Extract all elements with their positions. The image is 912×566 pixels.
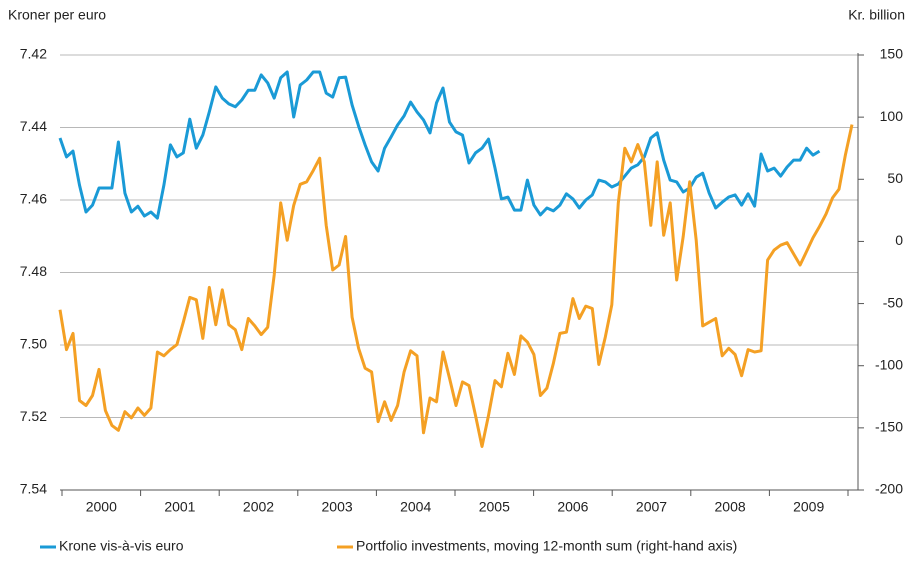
x-tick-label: 2003 [322,499,353,515]
y2-tick-label: -100 [875,356,903,372]
x-tick-label: 2000 [86,499,117,515]
x-tick-label: 2001 [164,499,195,515]
y-tick-label: 7.50 [20,336,47,352]
y-tick-label: 7.46 [20,191,47,207]
series-line [58,124,854,448]
legend-label: Portfolio investments, moving 12-month s… [356,538,737,554]
series-line [58,70,821,220]
x-tick-label: 2005 [479,499,510,515]
x-tick-label: 2004 [400,499,431,515]
y-tick-label: 7.52 [20,408,47,424]
x-tick-label: 2007 [636,499,667,515]
x-tick-label: 2002 [243,499,274,515]
y2-tick-label: -200 [875,481,903,497]
x-tick-label: 2006 [557,499,588,515]
y-axis-title: Kroner per euro [8,7,106,23]
x-tick-label: 2009 [793,499,824,515]
y-tick-label: 7.48 [20,263,47,279]
y-tick-label: 7.42 [20,46,47,62]
y-tick-label: 7.54 [20,481,47,497]
y2-tick-label: 100 [880,108,904,124]
x-tick-label: 2008 [715,499,746,515]
y2-tick-label: -150 [875,419,903,435]
y2-tick-label: 0 [895,232,903,248]
y2-tick-label: -50 [883,294,903,310]
y2-axis-title: Kr. billion [848,7,905,23]
y2-tick-label: 150 [880,46,904,62]
y2-tick-label: 50 [887,170,903,186]
legend-label: Krone vis-à-vis euro [59,538,184,554]
y-tick-label: 7.44 [20,118,47,134]
